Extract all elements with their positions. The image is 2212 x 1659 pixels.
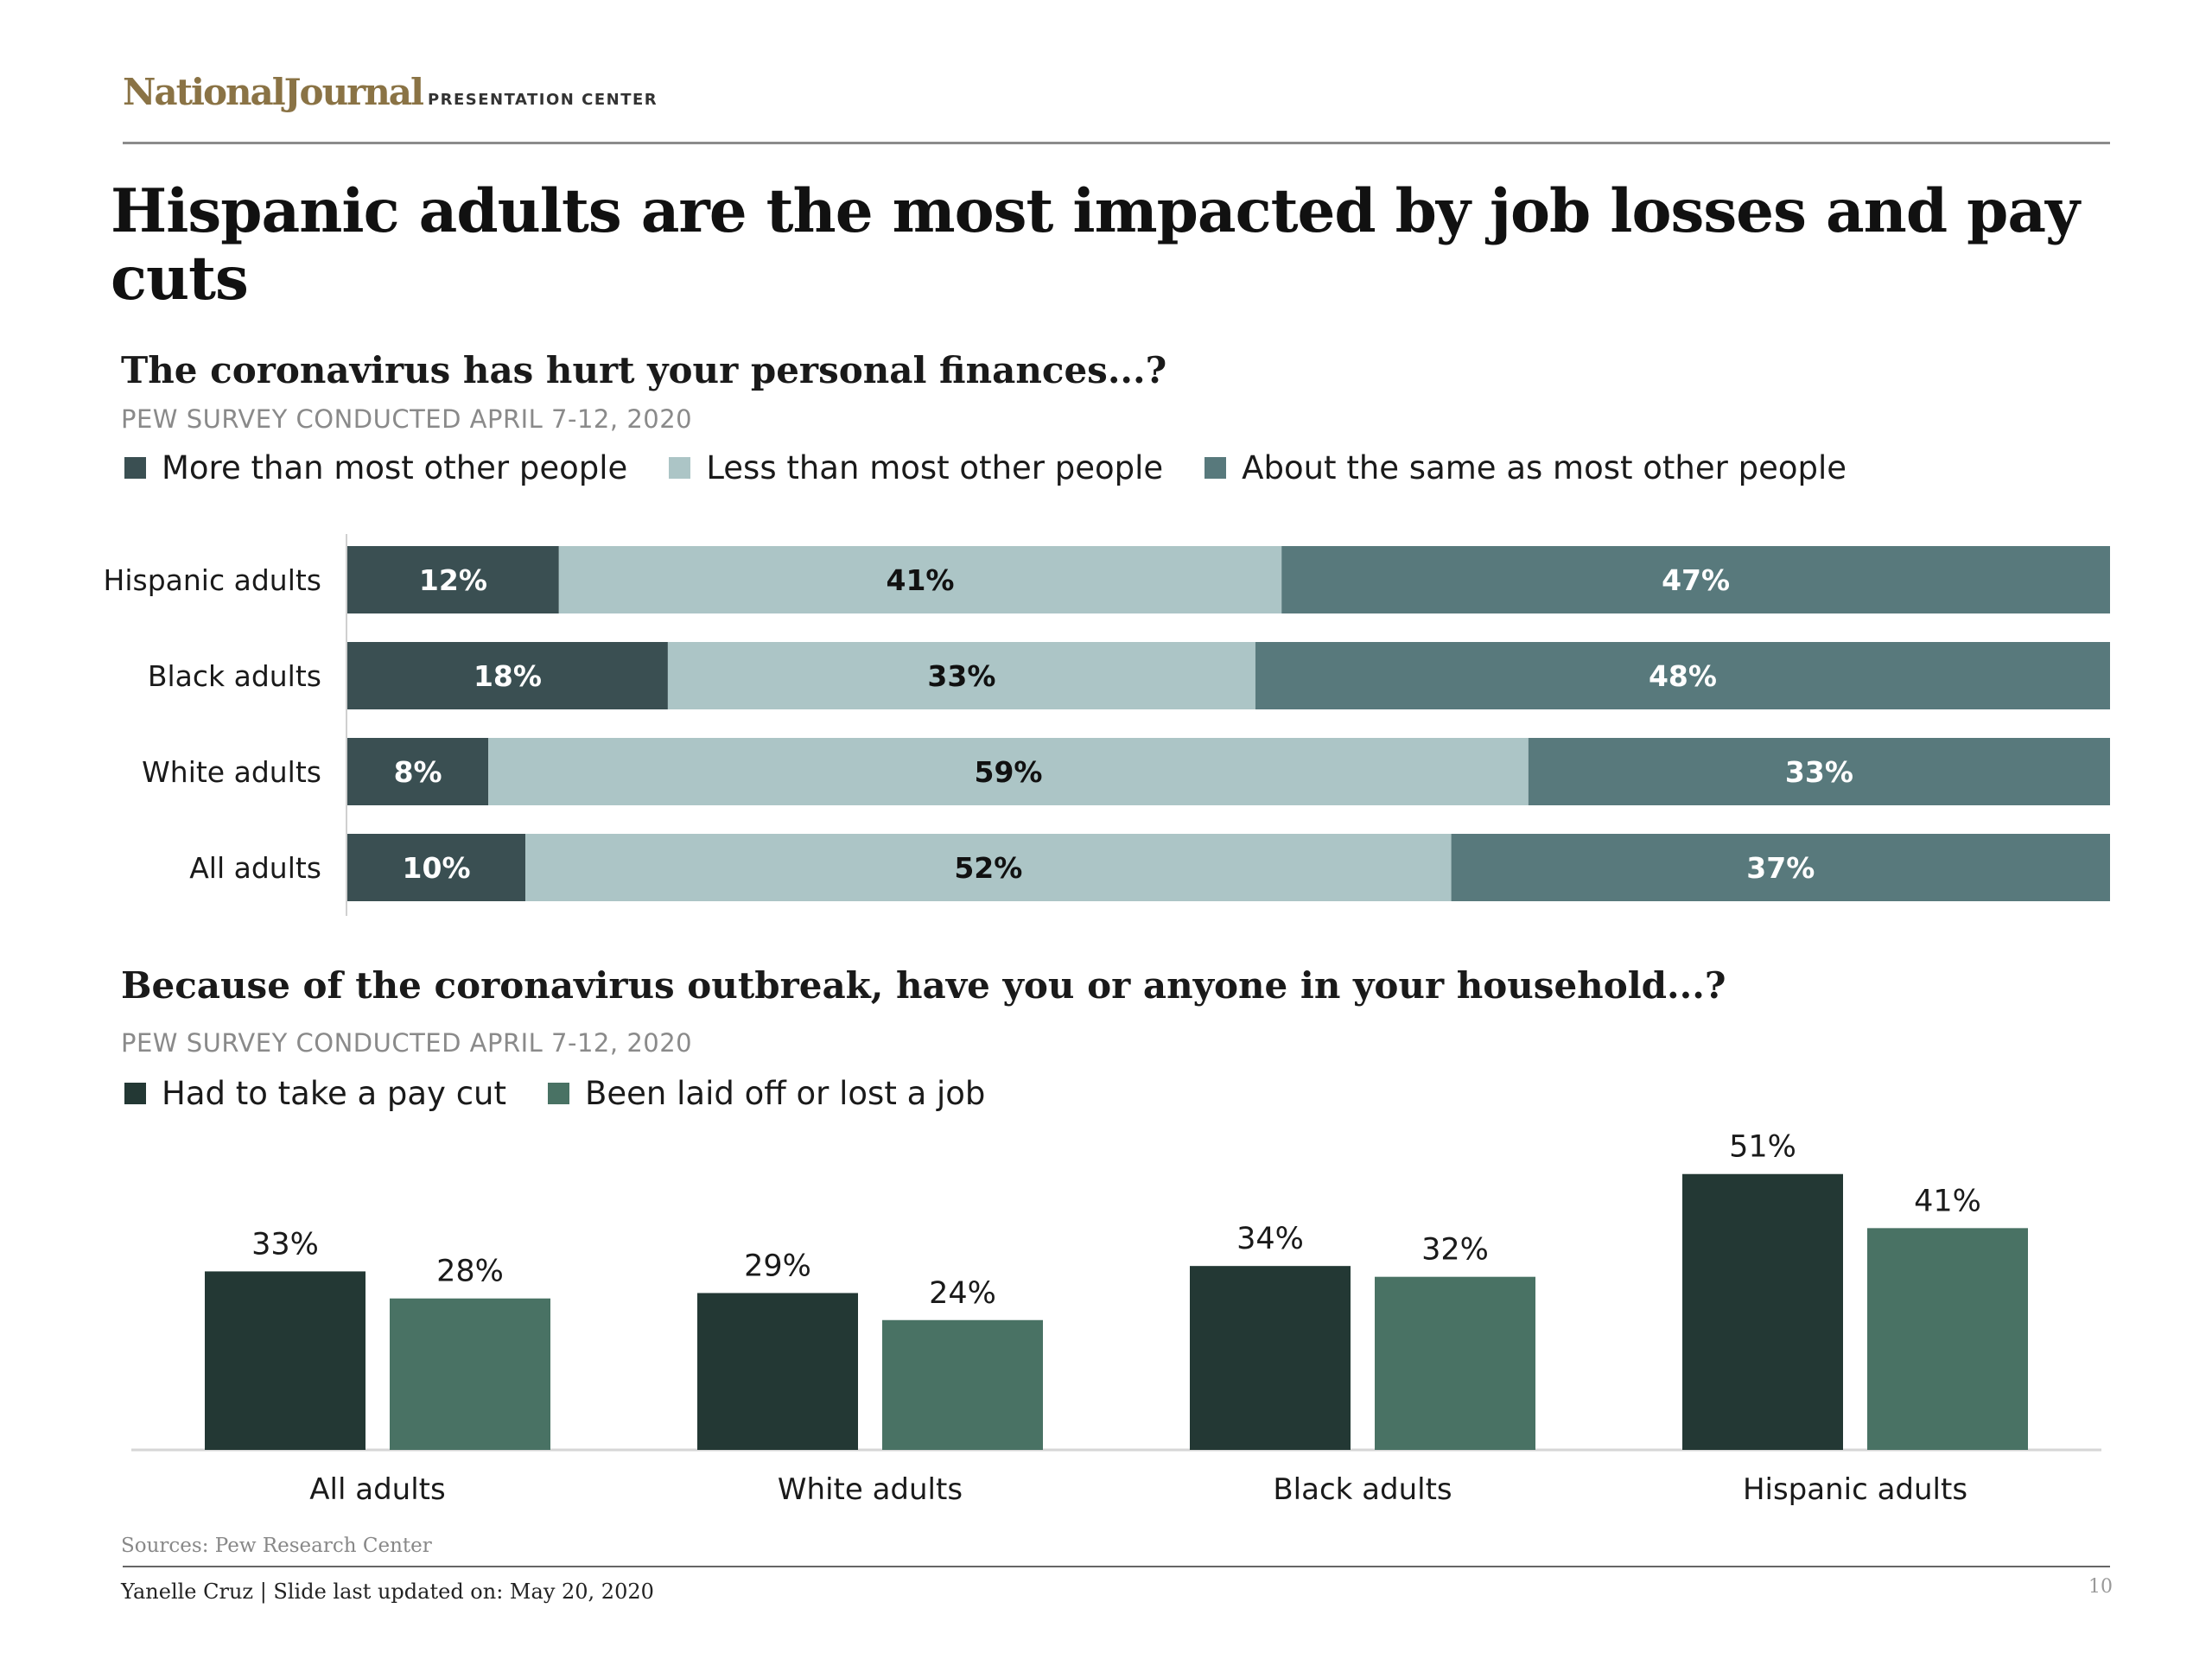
data-label: 37% [1746, 851, 1815, 885]
chart1-survey-note: PEW SURVEY CONDUCTED APRIL 7-12, 2020 [121, 404, 693, 434]
bar-more-than-most-other-people-hispanic-adults [347, 546, 559, 613]
data-label: 8% [394, 755, 442, 789]
chart1-title: The coronavirus has hurt your personal f… [121, 349, 1167, 391]
legend-label-less: Less than most other people [706, 449, 1164, 486]
bar-more-than-most-other-people-white-adults [347, 738, 489, 805]
x-tick-label: Black adults [1273, 1472, 1452, 1507]
legend-swatch-laid-off [548, 1083, 570, 1104]
bar-about-the-same-as-most-other-people-all-adults [1451, 834, 2110, 901]
legend-swatch-same [1205, 457, 1227, 479]
bar-been-laid-off-or-lost-a-job-black-adults [1375, 1276, 1535, 1450]
page-number: 10 [2088, 1576, 2113, 1598]
y-tick-label: White adults [142, 755, 321, 789]
data-label: 33% [251, 1227, 319, 1262]
data-label: 24% [929, 1276, 996, 1311]
author-line: Yanelle Cruz | Slide last updated on: Ma… [121, 1580, 654, 1604]
data-label: 48% [1649, 659, 1717, 693]
data-label: 41% [887, 563, 955, 597]
logo-wordmark: NationalJournal [123, 71, 424, 113]
legend-swatch-pay-cut [124, 1083, 146, 1104]
bar-about-the-same-as-most-other-people-black-adults [1255, 642, 2110, 709]
bar-about-the-same-as-most-other-people-white-adults [1528, 738, 2110, 805]
legend-swatch-less [669, 457, 691, 479]
legend-label-pay-cut: Had to take a pay cut [162, 1075, 507, 1112]
data-label: 28% [436, 1255, 504, 1289]
data-label: 41% [1914, 1184, 1981, 1218]
x-tick-label: White adults [778, 1472, 963, 1507]
bar-less-than-most-other-people-black-adults [667, 642, 1255, 709]
slide-title: Hispanic adults are the most impacted by… [111, 176, 2080, 314]
data-label: 52% [954, 851, 1022, 885]
y-tick-label: All adults [189, 851, 321, 885]
legend-swatch-more [124, 457, 146, 479]
legend-item-same: About the same as most other people [1205, 449, 1847, 486]
bar-been-laid-off-or-lost-a-job-hispanic-adults [1867, 1228, 2028, 1450]
data-label: 10% [403, 851, 471, 885]
x-tick-label: All adults [309, 1472, 445, 1507]
bar-had-to-take-a-pay-cut-hispanic-adults [1682, 1173, 1843, 1450]
legend-item-less: Less than most other people [669, 449, 1163, 486]
sources-note: Sources: Pew Research Center [121, 1535, 432, 1557]
chart2-legend: Had to take a pay cut Been laid off or l… [124, 1075, 1027, 1112]
x-tick-label: Hispanic adults [1743, 1472, 1967, 1507]
logo-subtitle: PRESENTATION CENTER [427, 91, 658, 109]
data-label: 32% [1421, 1233, 1489, 1268]
bar-about-the-same-as-most-other-people-hispanic-adults [1281, 546, 2110, 613]
bar-less-than-most-other-people-all-adults [525, 834, 1452, 901]
bar-more-than-most-other-people-black-adults [347, 642, 668, 709]
data-label: 33% [1785, 755, 1853, 789]
data-label: 12% [419, 563, 487, 597]
bar-been-laid-off-or-lost-a-job-all-adults [390, 1298, 550, 1450]
chart1-legend: More than most other people Less than mo… [124, 449, 1888, 486]
data-label: 59% [975, 755, 1043, 789]
data-label: 33% [927, 659, 995, 693]
data-label: 18% [474, 659, 542, 693]
chart2-survey-note: PEW SURVEY CONDUCTED APRIL 7-12, 2020 [121, 1028, 693, 1058]
legend-label-same: About the same as most other people [1242, 449, 1847, 486]
data-label: 51% [1729, 1130, 1796, 1165]
y-tick-label: Hispanic adults [104, 563, 321, 597]
bar-had-to-take-a-pay-cut-all-adults [205, 1271, 365, 1450]
legend-item-laid-off: Been laid off or lost a job [548, 1075, 985, 1112]
bar-more-than-most-other-people-all-adults [347, 834, 526, 901]
header-divider [123, 142, 2110, 144]
data-label: 34% [1236, 1222, 1304, 1256]
legend-label-laid-off: Been laid off or lost a job [585, 1075, 986, 1112]
footer-divider [123, 1566, 2110, 1567]
bar-had-to-take-a-pay-cut-white-adults [697, 1293, 858, 1450]
data-label: 47% [1662, 563, 1730, 597]
bar-less-than-most-other-people-white-adults [488, 738, 1529, 805]
legend-item-more: More than most other people [124, 449, 627, 486]
bar-less-than-most-other-people-hispanic-adults [558, 546, 1282, 613]
bar-been-laid-off-or-lost-a-job-white-adults [882, 1319, 1043, 1450]
national-journal-logo: NationalJournal PRESENTATION CENTER [123, 71, 658, 123]
y-tick-label: Black adults [148, 659, 321, 693]
bar-had-to-take-a-pay-cut-black-adults [1190, 1266, 1351, 1450]
legend-label-more: More than most other people [162, 449, 628, 486]
chart2-title: Because of the coronavirus outbreak, hav… [121, 964, 1726, 1007]
data-label: 29% [744, 1249, 811, 1283]
legend-item-pay-cut: Had to take a pay cut [124, 1075, 506, 1112]
